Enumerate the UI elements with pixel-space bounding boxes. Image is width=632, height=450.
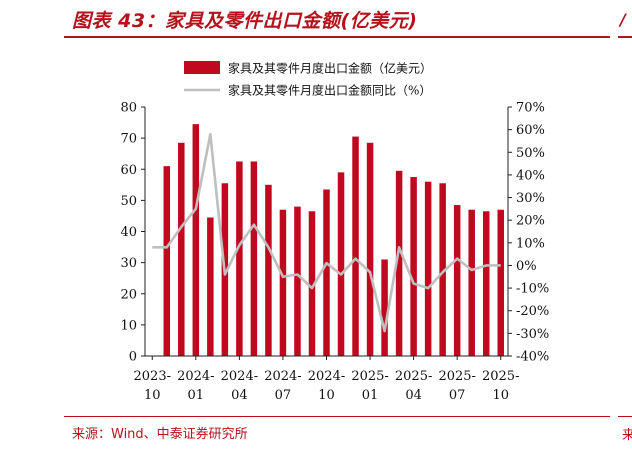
right-tick-label: -10%: [516, 282, 549, 297]
x-tick-label-month: 10: [318, 388, 335, 403]
right-tick-label: -30%: [516, 327, 549, 342]
left-tick-label: 40: [120, 225, 137, 240]
right-tick-label: 10%: [516, 236, 545, 251]
bar: [337, 172, 345, 356]
x-tick-label-year: 2025-: [351, 369, 388, 384]
bar: [192, 124, 200, 357]
bar: [294, 206, 301, 356]
bar: [410, 177, 417, 356]
x-tick-label-month: 10: [144, 388, 161, 403]
left-tick-label: 0: [129, 350, 137, 365]
right-tick-label: 70%: [516, 101, 545, 116]
yoy-line: [152, 132, 501, 333]
left-tick-label: 20: [120, 287, 137, 302]
adjacent-panel-title-fragment: /: [620, 10, 626, 29]
bar: [236, 161, 243, 356]
left-tick-label: 30: [120, 256, 137, 271]
right-tick-label: -20%: [516, 304, 549, 319]
bar: [352, 136, 359, 356]
x-tick-label-year: 2025-: [482, 369, 519, 384]
x-tick-label-year: 2024-: [177, 369, 214, 384]
left-tick-label: 70: [120, 132, 137, 147]
right-tick-label: 20%: [516, 214, 545, 229]
bar: [265, 184, 272, 356]
x-tick-label-month: 07: [449, 388, 466, 403]
bar: [439, 183, 446, 356]
left-tick-label: 50: [120, 194, 137, 209]
chart-title: 图表 43：家具及零件出口金额(亿美元): [72, 10, 418, 32]
x-tick-label-month: 07: [275, 388, 292, 403]
adjacent-panel-source-fragment: 来: [622, 428, 632, 443]
x-tick-label-year: 2025-: [395, 369, 432, 384]
bar: [424, 181, 432, 356]
legend-label-line: 家具及其零件月度出口金额同比（%）: [228, 83, 431, 98]
bar: [323, 189, 330, 356]
x-tick-label-year: 2023-: [134, 369, 171, 384]
bar: [178, 142, 185, 356]
bar: [308, 211, 316, 356]
bar: [395, 170, 403, 356]
adjacent-panel-source-rule: [618, 416, 632, 417]
adjacent-panel-rule: [618, 36, 632, 38]
right-tick-label: 30%: [516, 191, 545, 206]
x-tick-label-month: 04: [231, 388, 248, 403]
title-rule: [64, 36, 610, 38]
bar: [381, 259, 388, 356]
left-tick-label: 10: [120, 318, 137, 333]
bar: [207, 217, 214, 356]
source-note: 来源：Wind、中泰证券研究所: [72, 427, 248, 442]
x-tick-label-month: 01: [362, 388, 379, 403]
legend-label-bar: 家具及其零件月度出口金额（亿美元）: [228, 61, 432, 76]
bar: [366, 142, 374, 356]
x-tick-label-year: 2024-: [308, 369, 345, 384]
right-tick-label: 50%: [516, 146, 545, 161]
bar: [279, 209, 287, 356]
bar: [482, 211, 490, 356]
bar: [497, 209, 504, 356]
bar: [468, 209, 475, 356]
left-tick-label: 80: [120, 101, 137, 116]
legend-swatch-bar: [184, 61, 220, 74]
right-tick-label: 0%: [516, 259, 537, 274]
right-tick-label: 60%: [516, 123, 545, 138]
source-rule: [64, 416, 610, 417]
x-tick-label-month: 04: [405, 388, 422, 403]
bar: [163, 166, 171, 356]
bar: [250, 161, 258, 356]
x-tick-label-year: 2025-: [438, 369, 475, 384]
right-tick-label: 40%: [516, 168, 545, 183]
x-tick-label-year: 2024-: [264, 369, 301, 384]
x-tick-label-month: 01: [188, 388, 205, 403]
bar: [453, 205, 461, 356]
x-tick-label-month: 10: [492, 388, 509, 403]
right-tick-label: -40%: [516, 350, 549, 365]
left-tick-label: 60: [120, 163, 137, 178]
x-tick-label-year: 2024-: [221, 369, 258, 384]
